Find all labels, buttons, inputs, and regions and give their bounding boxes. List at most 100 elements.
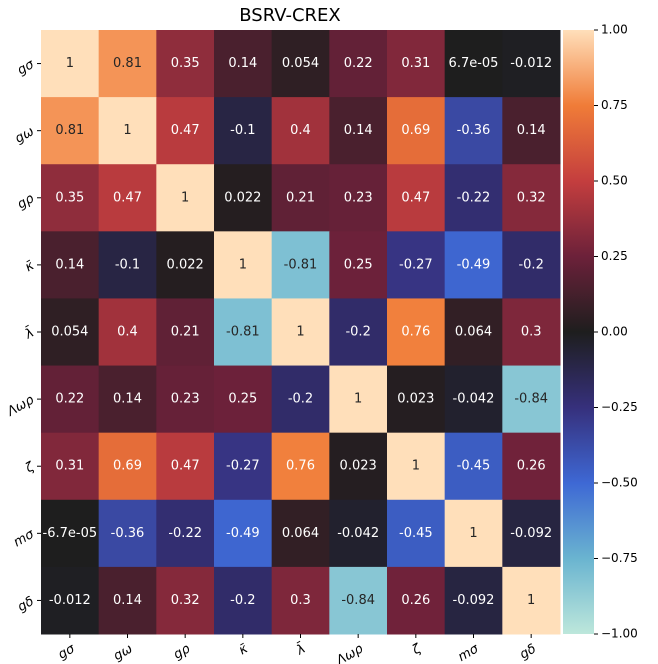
cell-label: 0.26	[401, 593, 430, 608]
y-tick-label: gω	[13, 124, 37, 147]
heatmap-cell	[98, 432, 157, 501]
heatmap-cell	[329, 97, 388, 165]
cell-label: 0.26	[517, 459, 546, 474]
cell-label: 0.25	[228, 392, 257, 407]
heatmap-cell	[387, 30, 446, 98]
heatmap-cell	[271, 97, 330, 165]
heatmap-cell	[156, 231, 215, 299]
cell-label: 0.81	[55, 123, 84, 138]
x-tick-label: mσ	[456, 641, 482, 664]
x-tick-label: κ̄	[236, 641, 250, 658]
heatmap-cell	[41, 298, 100, 367]
heatmap-cell	[271, 432, 330, 501]
cell-label: 0.35	[55, 190, 84, 205]
cell-label: 0.22	[55, 392, 84, 407]
heatmap-cell	[156, 298, 215, 367]
heatmap-cell	[41, 30, 100, 98]
colorbar-tick-label: −0.25	[601, 400, 638, 414]
cell-label: -0.49	[226, 526, 260, 541]
colorbar-tick-label: 0.25	[601, 249, 628, 263]
heatmap-cell	[98, 30, 157, 98]
heatmap-cell	[271, 365, 330, 434]
cell-label: -0.2	[345, 325, 370, 340]
heatmap-cell	[98, 566, 157, 635]
heatmap-cell	[98, 97, 157, 165]
cell-label: 0.14	[113, 593, 142, 608]
cell-label: 0.23	[171, 392, 200, 407]
heatmap-cell	[329, 30, 388, 98]
heatmap-cell	[214, 298, 273, 367]
heatmap-cell	[329, 566, 388, 635]
cell-label: 0.4	[290, 123, 311, 138]
cell-label: -0.042	[337, 526, 379, 541]
cell-label: -0.2	[518, 257, 543, 272]
heatmap-cell	[387, 298, 446, 367]
cell-label: 0.3	[290, 593, 311, 608]
cell-label: 0.14	[344, 123, 373, 138]
heatmap-cell	[41, 432, 100, 501]
cell-label: 0.47	[113, 190, 142, 205]
cell-label: 0.69	[401, 123, 430, 138]
cell-label: 0.023	[340, 459, 377, 474]
cell-label: 0.023	[397, 392, 434, 407]
heatmap-cell	[98, 231, 157, 299]
heatmap-cell	[271, 566, 330, 635]
heatmap-cell	[271, 30, 330, 98]
cell-label: 1	[66, 56, 74, 71]
cell-label: -0.84	[341, 593, 375, 608]
heatmap-cell	[387, 164, 446, 232]
cell-label: 1	[181, 190, 189, 205]
cell-label: 0.022	[224, 190, 261, 205]
heatmap-cell	[329, 432, 388, 501]
cell-label: -0.45	[457, 459, 491, 474]
heatmap-cell	[387, 566, 446, 635]
heatmap-cell	[156, 97, 215, 165]
colorbar-tick-label: 0.00	[601, 325, 628, 339]
heatmap-cell	[387, 499, 446, 568]
heatmap-cell	[444, 231, 503, 299]
cell-label: -0.81	[284, 257, 318, 272]
cell-label: 0.14	[55, 257, 84, 272]
heatmap-cell	[156, 365, 215, 434]
cell-label: 0.22	[344, 56, 373, 71]
colorbar-tick-label: −0.75	[601, 551, 638, 565]
cell-label: 0.47	[171, 123, 200, 138]
heatmap-cell	[444, 365, 503, 434]
cell-label: 0.23	[344, 190, 373, 205]
cell-label: -0.27	[399, 257, 433, 272]
heatmap-cell	[41, 365, 100, 434]
heatmap-cell	[214, 499, 273, 568]
heatmap-cell	[502, 365, 561, 434]
heatmap-cell	[271, 298, 330, 367]
x-tick-label: ζ	[409, 641, 424, 658]
cell-label: 0.14	[228, 56, 257, 71]
colorbar-tick-label: 1.00	[601, 23, 628, 37]
heatmap-cell	[41, 97, 100, 165]
y-tick-label: mσ	[11, 526, 37, 550]
heatmap-cell	[156, 566, 215, 635]
cell-label: 0.064	[455, 325, 492, 340]
cell-label: -0.092	[453, 593, 495, 608]
colorbar-tick-label: 0.50	[601, 174, 628, 188]
cell-label: -0.27	[226, 459, 260, 474]
heatmap-cell	[502, 499, 561, 568]
heatmap-cell	[214, 164, 273, 232]
x-tick-label: gω	[111, 641, 135, 664]
heatmap-cell	[156, 432, 215, 501]
x-tick-label: Λωρ	[333, 641, 366, 664]
colorbar-tick-label: −1.00	[601, 627, 638, 641]
cell-label: -0.49	[457, 257, 491, 272]
heatmap-cell	[156, 499, 215, 568]
cell-label: 0.47	[171, 459, 200, 474]
cell-label: -0.1	[115, 257, 140, 272]
cell-label: 0.31	[401, 56, 430, 71]
chart-title: BSRV-CREX	[239, 5, 341, 26]
cell-label: -0.042	[453, 392, 495, 407]
heatmap-cell	[329, 499, 388, 568]
cell-label: 1	[354, 392, 362, 407]
cell-label: 0.054	[51, 325, 88, 340]
heatmap-cell	[387, 97, 446, 165]
cell-label: 0.31	[55, 459, 84, 474]
heatmap-cell	[502, 97, 561, 165]
heatmap-cell	[329, 365, 388, 434]
